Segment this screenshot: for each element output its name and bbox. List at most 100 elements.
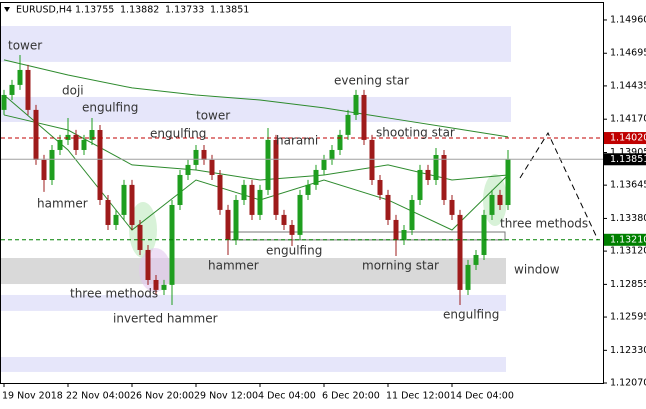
candle-body xyxy=(401,229,407,240)
price-tag xyxy=(604,132,646,145)
x-tick-label: 29 Nov 12:00 xyxy=(194,391,258,402)
candle-body xyxy=(297,194,303,235)
pattern-annotation: doji xyxy=(62,84,84,98)
candle-body xyxy=(305,184,311,195)
candle-body xyxy=(9,84,15,95)
y-tick-label: 1.12070 xyxy=(610,378,646,389)
pattern-annotation: engulfing xyxy=(150,127,206,141)
candle-body xyxy=(257,189,263,215)
candle-body xyxy=(161,284,167,290)
price-zone xyxy=(1,258,506,285)
pattern-annotation: harami xyxy=(276,134,318,148)
candle-body xyxy=(481,214,487,255)
x-tick-label: 14 Dec 04:00 xyxy=(450,391,514,402)
header-value: 1.13851 xyxy=(210,5,249,16)
pattern-annotation: tower xyxy=(196,109,230,123)
x-tick-label: 6 Dec 20:00 xyxy=(322,391,380,402)
pattern-annotation: inverted hammer xyxy=(113,312,218,326)
candle-body xyxy=(17,69,23,85)
candle-body xyxy=(393,219,399,240)
candle-body xyxy=(209,159,215,175)
moving-average xyxy=(3,114,509,181)
pattern-annotation: three methods xyxy=(70,287,158,301)
y-tick-label: 1.14960 xyxy=(610,14,646,25)
candle-body xyxy=(497,194,503,205)
candle-body xyxy=(233,199,239,240)
candle-body xyxy=(33,109,39,160)
candle-body xyxy=(377,179,383,195)
candle-body xyxy=(369,139,375,180)
pattern-annotation: evening star xyxy=(334,74,409,88)
candle-body xyxy=(137,224,143,250)
candle-body xyxy=(321,159,327,170)
price-tag xyxy=(604,153,646,166)
y-tick-label: 1.12595 xyxy=(610,312,646,323)
candle-body xyxy=(433,155,439,180)
price-zone xyxy=(1,96,511,122)
y-tick-label: 1.13905 xyxy=(610,147,646,158)
x-tick-label: 4 Dec 04:00 xyxy=(258,391,316,402)
candle-body xyxy=(409,199,415,230)
candle-body xyxy=(225,209,231,240)
candle-body xyxy=(97,130,103,200)
header-value: 1.13882 xyxy=(120,5,159,16)
y-tick-label: 1.14695 xyxy=(610,48,646,59)
candle-body xyxy=(49,149,55,180)
candle-body xyxy=(185,164,191,175)
candle-body xyxy=(129,184,135,225)
candle-body xyxy=(217,174,223,210)
y-tick-label: 1.13120 xyxy=(610,246,646,257)
candle-body xyxy=(241,184,247,200)
candle-body xyxy=(105,199,111,225)
header-value: 1.13733 xyxy=(165,5,204,16)
pattern-annotation: engulfing xyxy=(443,308,499,322)
candle-body xyxy=(153,279,159,290)
price-zone xyxy=(1,356,506,372)
candle-body xyxy=(25,69,31,110)
candle-body xyxy=(65,134,71,140)
candle-body xyxy=(385,194,391,220)
candle-body xyxy=(361,94,367,140)
symbol-icon xyxy=(4,7,10,12)
candle-body xyxy=(265,139,271,190)
candle-body xyxy=(193,149,199,165)
x-tick-label: 22 Nov 04:00 xyxy=(66,391,130,402)
pattern-annotation: window xyxy=(514,263,560,277)
candle-body xyxy=(329,149,335,160)
pattern-annotation: morning star xyxy=(362,259,439,273)
x-tick-label: 11 Dec 12:00 xyxy=(386,391,450,402)
y-tick-label: 1.14435 xyxy=(610,80,646,91)
y-tick-label: 1.12855 xyxy=(610,279,646,290)
candle-body xyxy=(73,134,79,150)
pattern-annotation: hammer xyxy=(37,197,88,211)
price-tag-label: 1.13851 xyxy=(610,154,646,165)
y-tick-label: 1.13645 xyxy=(610,180,646,191)
candle-body xyxy=(177,174,183,205)
candle-body xyxy=(345,114,351,135)
pattern-annotation: three methods xyxy=(500,217,588,231)
x-tick-label: 26 Nov 20:00 xyxy=(130,391,194,402)
candle-body xyxy=(281,214,287,225)
candle-body xyxy=(505,159,511,205)
candle-body xyxy=(41,159,47,180)
candle-body xyxy=(465,264,471,290)
candle-body xyxy=(201,149,207,160)
candle-body xyxy=(81,139,87,150)
x-tick-label: 19 Nov 2018 xyxy=(2,391,63,402)
pattern-annotation: shooting star xyxy=(376,126,455,140)
header-value: 1.13755 xyxy=(75,5,114,16)
candle-body xyxy=(425,169,431,180)
pattern-annotation: hammer xyxy=(208,259,259,273)
candle-body xyxy=(337,134,343,150)
candle-body xyxy=(313,169,319,185)
candle-body xyxy=(457,214,463,290)
candle-body xyxy=(441,155,447,200)
candle-body xyxy=(89,130,95,140)
candle-body xyxy=(417,169,423,200)
candle-body xyxy=(113,214,119,225)
price-tag-label: 1.13210 xyxy=(610,234,646,245)
candle-body xyxy=(57,139,63,150)
price-zone xyxy=(1,25,511,62)
candle-body xyxy=(449,199,455,215)
